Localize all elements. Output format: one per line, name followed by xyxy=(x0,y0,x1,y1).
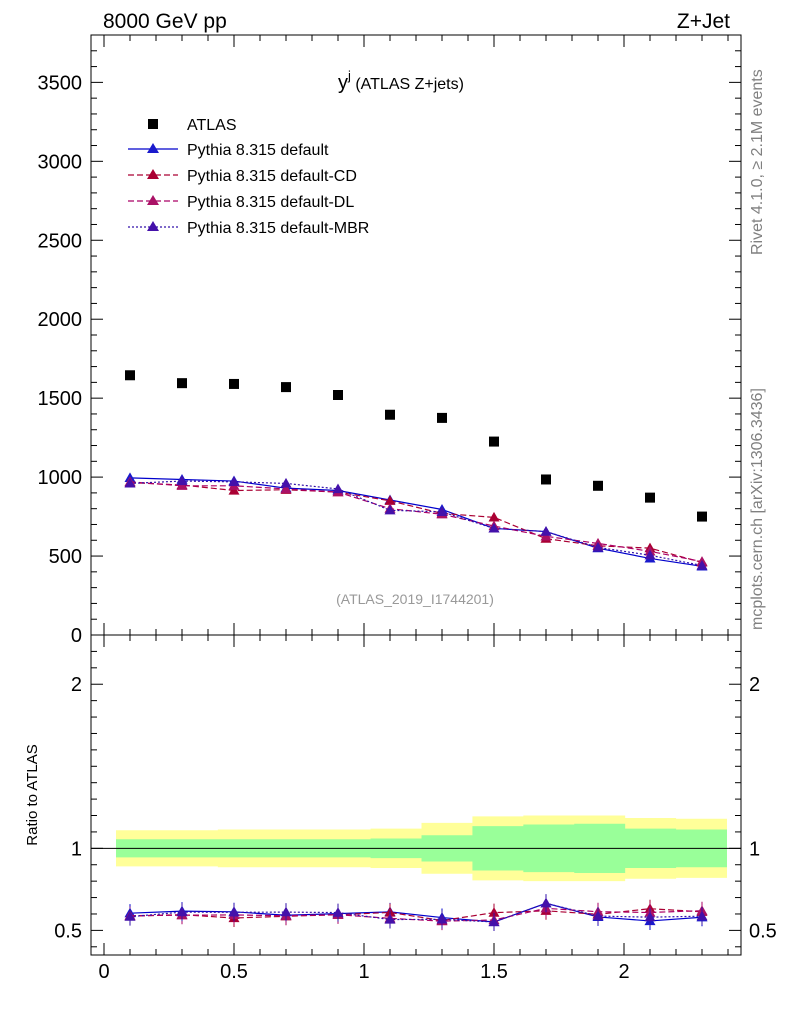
ratio-marker-3 xyxy=(384,914,396,924)
ratio-y-tick-label-right: 1 xyxy=(749,838,760,860)
analysis-watermark: (ATLAS_2019_I1744201) xyxy=(336,591,494,607)
series-marker-1 xyxy=(488,511,500,522)
data-point xyxy=(593,480,603,491)
data-point xyxy=(333,390,343,400)
chart-title-rest: (ATLAS Z+jets) xyxy=(351,76,464,93)
series-marker-1 xyxy=(384,495,396,505)
main-y-tick-label: 500 xyxy=(49,546,82,568)
data-point xyxy=(125,370,135,381)
series-marker-3 xyxy=(592,541,604,552)
data-point xyxy=(177,378,187,389)
legend-marker-atlas xyxy=(148,119,158,129)
legend-label-default: Pythia 8.315 default xyxy=(187,142,329,159)
ratio-line-0 xyxy=(129,902,703,923)
series-marker-3 xyxy=(176,475,188,486)
data-point xyxy=(645,492,655,503)
ratio-y-tick-label: 1 xyxy=(71,838,82,860)
ratio-marker-3 xyxy=(228,906,240,917)
main-y-tick-label: 1000 xyxy=(38,467,83,489)
ratio-marker-3 xyxy=(176,906,188,917)
ratio-y-tick-label: 2 xyxy=(71,674,82,696)
main-y-tick-label: 1500 xyxy=(38,388,83,410)
series-marker-3 xyxy=(384,504,396,515)
main-axes: 0 500 1000 1500 2000 2500 3000 3500 xyxy=(38,34,741,647)
ratio-series-layer xyxy=(124,894,708,932)
series-line-2 xyxy=(129,481,703,563)
data-point xyxy=(229,378,239,389)
data-point xyxy=(541,474,551,485)
main-panel: 0 500 1000 1500 2000 2500 3000 3500 yj (ATLAS Z… xyxy=(38,34,742,647)
legend-marker-mbr xyxy=(147,221,159,231)
main-series-layer xyxy=(124,472,708,571)
series-marker-3 xyxy=(332,483,344,494)
series-marker-3 xyxy=(488,522,500,533)
main-y-tick-label: 0 xyxy=(71,625,82,647)
ratio-marker-3 xyxy=(644,911,656,922)
ratio-marker-3 xyxy=(124,911,136,921)
series-marker-3 xyxy=(124,477,136,488)
series-marker-3 xyxy=(280,477,292,488)
chart-title-sup: j xyxy=(347,68,351,83)
ratio-marker-3 xyxy=(280,906,292,917)
rivet-version-text: Rivet 4.1.0, ≥ 2.1M events xyxy=(749,69,766,255)
series-line-0 xyxy=(129,477,703,567)
data-point xyxy=(697,511,707,522)
series-marker-3 xyxy=(644,549,656,560)
legend-label-atlas: ATLAS xyxy=(187,117,237,134)
legend: ATLAS Pythia 8.315 default Pythia 8.315 … xyxy=(128,117,369,237)
ratio-line-1 xyxy=(129,908,703,922)
legend-marker-dl xyxy=(147,195,159,205)
series-marker-2 xyxy=(280,483,292,494)
legend-label-cd: Pythia 8.315 default-CD xyxy=(187,168,357,185)
data-point xyxy=(385,409,395,420)
ratio-marker-3 xyxy=(488,916,500,927)
ratio-frame xyxy=(90,634,742,956)
legend-marker-cd xyxy=(147,169,159,179)
ratio-marker-3 xyxy=(696,910,708,921)
mcplots-text: mcplots.cern.ch [arXiv:1306.3436] xyxy=(749,388,766,630)
series-line-3 xyxy=(129,480,703,567)
ratio-band-layer xyxy=(91,815,741,882)
data-point xyxy=(281,382,291,393)
header-right: Z+Jet xyxy=(677,10,730,33)
x-tick-label: 0 xyxy=(98,961,109,983)
series-line-1 xyxy=(129,482,703,563)
main-y-tick-label: 3000 xyxy=(38,151,83,173)
chart-title: yj (ATLAS Z+jets) xyxy=(338,68,464,94)
legend-label-dl: Pythia 8.315 default-DL xyxy=(187,194,354,211)
ratio-y-label: Ratio to ATLAS xyxy=(24,744,41,845)
series-marker-3 xyxy=(436,506,448,516)
ratio-y-tick-label: 0.5 xyxy=(54,920,82,942)
ratio-axes: 0 0.5 1 1.5 2 0.5 0.5 1 1 2 2 xyxy=(54,635,777,983)
ratio-panel: 0 0.5 1 1.5 2 0.5 0.5 1 1 2 2 Ratio to ATLAS xyxy=(24,634,777,983)
x-tick-label: 2 xyxy=(618,961,629,983)
x-tick-label: 1.5 xyxy=(480,961,508,983)
legend-label-mbr: Pythia 8.315 default-MBR xyxy=(187,220,369,237)
ratio-line-2 xyxy=(129,907,703,922)
x-tick-label: 0.5 xyxy=(220,961,248,983)
series-marker-3 xyxy=(228,476,240,486)
main-y-tick-label: 3500 xyxy=(38,72,83,94)
ratio-marker-3 xyxy=(540,897,552,908)
header-left: 8000 GeV pp xyxy=(103,10,227,33)
ratio-marker-3 xyxy=(436,913,448,924)
main-y-tick-label: 2000 xyxy=(38,309,83,331)
ratio-y-tick-label-right: 2 xyxy=(749,674,760,696)
chart-title-main: y xyxy=(338,72,348,94)
series-marker-3 xyxy=(540,526,552,536)
main-data-layer xyxy=(125,370,707,522)
series-marker-3 xyxy=(696,560,708,570)
legend-marker-default xyxy=(147,143,159,153)
main-y-tick-label: 2500 xyxy=(38,230,83,252)
x-tick-label: 1 xyxy=(358,961,369,983)
ratio-marker-3 xyxy=(332,907,344,917)
data-point xyxy=(437,412,447,423)
ratio-marker-3 xyxy=(592,910,604,921)
ratio-y-tick-label-right: 0.5 xyxy=(749,920,777,942)
data-point xyxy=(489,436,499,447)
